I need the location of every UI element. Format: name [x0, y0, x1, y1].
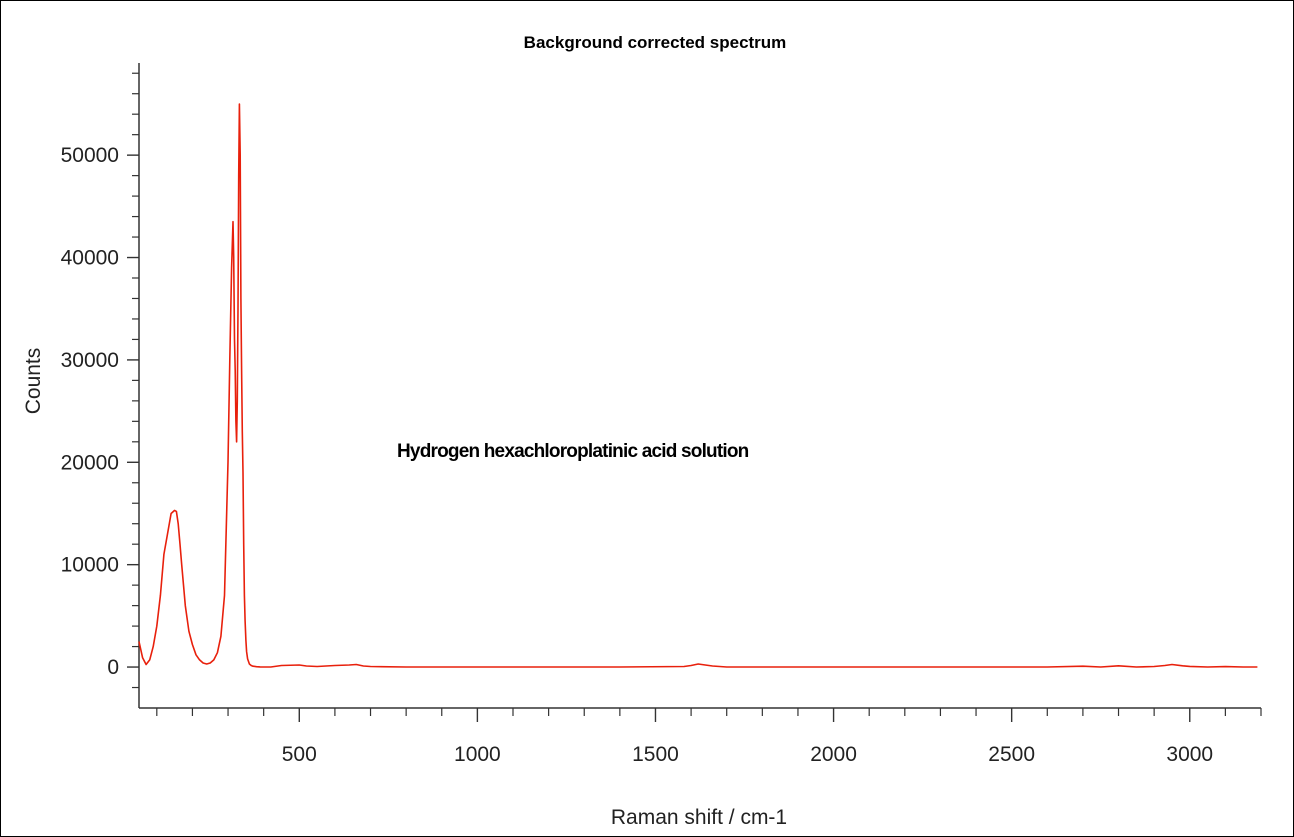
x-axis-label: Raman shift / cm-1: [611, 806, 787, 829]
x-tick-label: 500: [282, 743, 317, 766]
x-tick-label: 1000: [454, 743, 501, 766]
y-axis: 0 10000 20000 30000 40000 50000: [61, 63, 140, 708]
y-tick-label: 50000: [61, 144, 119, 167]
x-tick-label: 2500: [988, 743, 1035, 766]
chart-annotation: Hydrogen hexachloroplatinic acid solutio…: [397, 441, 749, 462]
y-tick-label: 10000: [61, 554, 119, 577]
x-tick-label: 3000: [1166, 743, 1213, 766]
y-tick-label: 40000: [61, 247, 119, 270]
x-axis: 500 1000 1500 2000 2500 3000: [139, 707, 1262, 766]
plot-area: [138, 103, 1258, 668]
x-tick-label: 1500: [632, 743, 679, 766]
y-tick-label: 20000: [61, 451, 119, 474]
series-line: [138, 103, 1258, 668]
y-tick-label: 30000: [61, 349, 119, 372]
x-tick-label: 2000: [810, 743, 857, 766]
chart-title: Background corrected spectrum: [524, 33, 787, 52]
y-tick-label: 0: [107, 656, 119, 679]
y-axis-label: Counts: [22, 348, 45, 415]
